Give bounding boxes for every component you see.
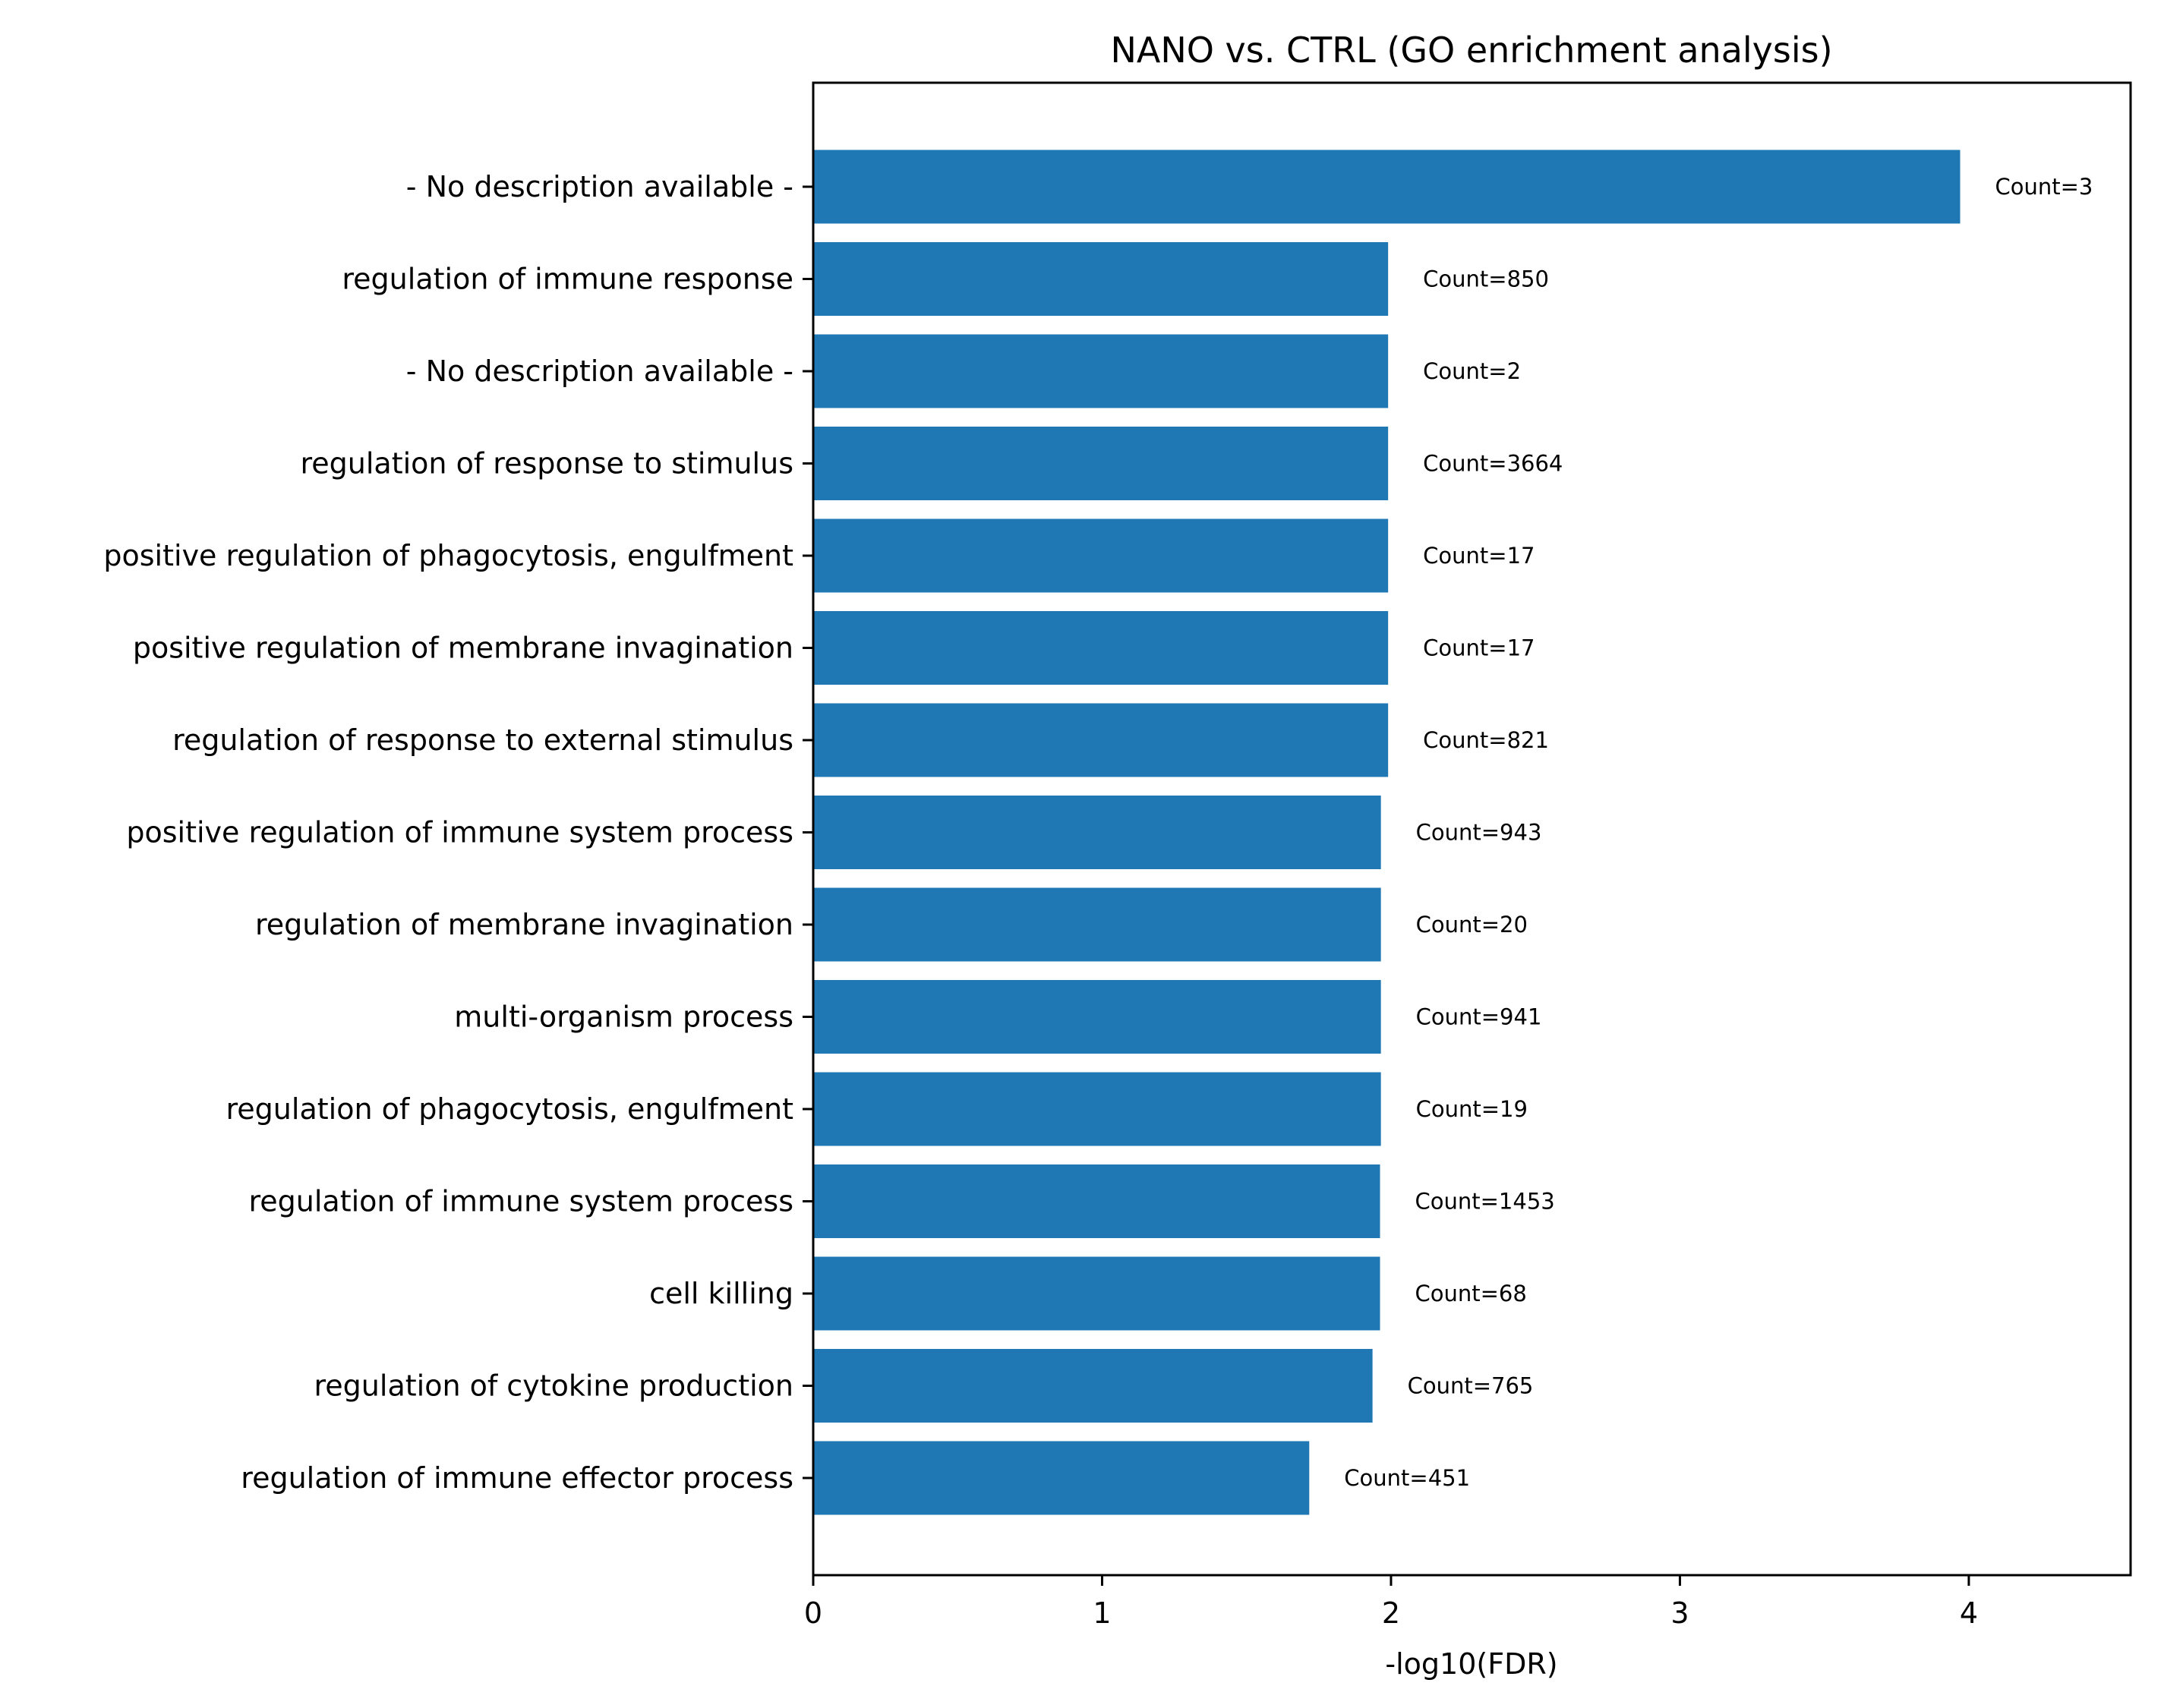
y-tick-label: regulation of immune system process	[249, 1185, 794, 1218]
x-tick-label: 2	[1382, 1596, 1400, 1630]
count-label: Count=19	[1416, 1096, 1528, 1122]
count-label: Count=17	[1423, 635, 1535, 661]
bars-group	[813, 150, 1961, 1515]
bar	[813, 334, 1389, 408]
y-tick-label: regulation of immune effector process	[241, 1461, 793, 1495]
count-label: Count=68	[1415, 1281, 1527, 1306]
y-tick-label: positive regulation of immune system pro…	[126, 816, 793, 849]
y-tick-label: regulation of phagocytosis, engulfment	[226, 1092, 793, 1126]
count-label: Count=3664	[1423, 451, 1563, 477]
y-tick-label: regulation of cytokine production	[314, 1369, 793, 1403]
count-label: Count=850	[1423, 266, 1549, 292]
bar	[813, 1256, 1380, 1331]
bar	[813, 611, 1389, 685]
x-tick-label: 4	[1960, 1596, 1978, 1630]
y-tick-label: - No description available -	[406, 170, 793, 203]
bar	[813, 150, 1961, 224]
bar	[813, 796, 1381, 869]
count-label: Count=17	[1423, 543, 1535, 569]
x-tick-label: 0	[804, 1596, 822, 1630]
bar	[813, 518, 1389, 593]
bar	[813, 703, 1389, 777]
y-tick-label: regulation of response to external stimu…	[172, 723, 793, 757]
y-axis-ticks: - No description available - regulation o…	[103, 170, 813, 1495]
count-label: Count=20	[1416, 912, 1528, 938]
count-label: Count=2	[1423, 358, 1521, 384]
count-label: Count=765	[1408, 1373, 1534, 1399]
bar	[813, 1164, 1380, 1238]
y-tick-label: multi-organism process	[454, 1001, 793, 1034]
x-axis-label: -log10(FDR)	[1385, 1647, 1557, 1681]
bar	[813, 242, 1389, 316]
count-annotations: Count=3 Count=850 Count=2 Count=3664 Count=1…	[1344, 174, 2093, 1491]
count-label: Count=3	[1995, 174, 2093, 200]
chart-title: NANO vs. CTRL (GO enrichment analysis)	[1110, 30, 1832, 71]
bar	[813, 980, 1381, 1054]
bar	[813, 1349, 1373, 1423]
x-axis-ticks: 0 1 2 3 4	[804, 1575, 1978, 1630]
bar	[813, 427, 1389, 500]
count-label: Count=1453	[1415, 1189, 1555, 1215]
y-tick-label: cell killing	[649, 1277, 793, 1310]
y-tick-label: regulation of immune response	[342, 263, 793, 296]
bar	[813, 1072, 1381, 1146]
y-tick-label: positive regulation of membrane invagina…	[133, 632, 793, 665]
count-label: Count=941	[1416, 1004, 1542, 1030]
count-label: Count=943	[1416, 820, 1542, 846]
x-tick-label: 3	[1670, 1596, 1689, 1630]
y-tick-label: regulation of membrane invagination	[255, 908, 793, 941]
count-label: Count=451	[1344, 1465, 1470, 1491]
bar	[813, 887, 1381, 962]
y-tick-label: - No description available -	[406, 355, 793, 388]
y-tick-label: positive regulation of phagocytosis, eng…	[103, 539, 793, 572]
x-tick-label: 1	[1093, 1596, 1111, 1630]
bar	[813, 1441, 1310, 1515]
y-tick-label: regulation of response to stimulus	[301, 447, 794, 481]
axes-frame	[812, 81, 2132, 1577]
count-label: Count=821	[1423, 727, 1549, 753]
